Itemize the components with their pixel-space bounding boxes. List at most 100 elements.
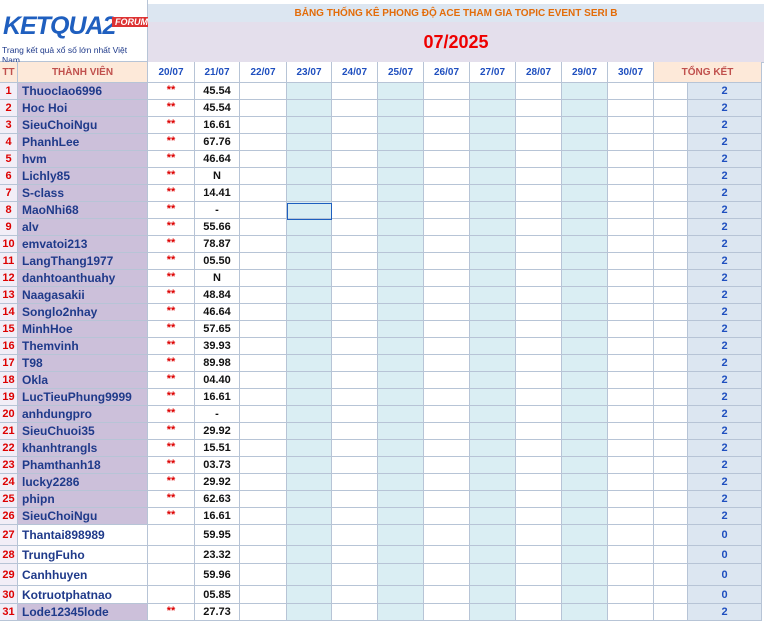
member-name: MinhHoe — [18, 321, 148, 338]
day-cell — [240, 525, 287, 546]
column-header: 24/07 — [332, 62, 378, 83]
column-header: 26/07 — [424, 62, 470, 83]
day-cell — [378, 525, 424, 546]
column-header: TỔNG KẾT — [654, 62, 762, 83]
spacer-cell — [654, 168, 688, 185]
column-header: 30/07 — [608, 62, 654, 83]
day-cell — [332, 83, 378, 100]
day-cell — [332, 151, 378, 168]
spacer-cell — [654, 253, 688, 270]
day-cell — [240, 338, 287, 355]
day-cell — [470, 389, 516, 406]
day-cell — [424, 457, 470, 474]
day-cell — [562, 389, 608, 406]
member-name: PhanhLee — [18, 134, 148, 151]
member-name: LangThang1977 — [18, 253, 148, 270]
day-cell — [470, 406, 516, 423]
day-cell — [470, 564, 516, 586]
day-cell — [287, 423, 332, 440]
day-cell: 48.84 — [195, 287, 240, 304]
day-cell — [287, 83, 332, 100]
member-name: Themvinh — [18, 338, 148, 355]
day-cell — [332, 355, 378, 372]
day-cell — [516, 406, 562, 423]
day-cell — [332, 564, 378, 586]
day-cell — [378, 321, 424, 338]
day-cell — [378, 168, 424, 185]
row-number: 22 — [0, 440, 18, 457]
day-cell — [240, 586, 287, 604]
day-cell — [470, 151, 516, 168]
total-cell: 0 — [688, 546, 762, 564]
day-cell: 16.61 — [195, 508, 240, 525]
day-cell — [332, 586, 378, 604]
day-cell — [287, 134, 332, 151]
row-number: 4 — [0, 134, 18, 151]
day-cell — [608, 440, 654, 457]
day-cell — [240, 219, 287, 236]
day-cell — [608, 287, 654, 304]
day-cell — [332, 406, 378, 423]
day-cell — [562, 338, 608, 355]
member-name: lucky2286 — [18, 474, 148, 491]
spacer-cell — [654, 389, 688, 406]
day-cell — [240, 321, 287, 338]
row-number: 20 — [0, 406, 18, 423]
member-name: danhtoanthuahy — [18, 270, 148, 287]
day-cell — [378, 202, 424, 219]
day-cell: ** — [148, 604, 195, 621]
day-cell — [378, 287, 424, 304]
member-name: SieuChuoi35 — [18, 423, 148, 440]
total-cell: 2 — [688, 100, 762, 117]
day-cell — [470, 100, 516, 117]
total-cell: 2 — [688, 604, 762, 621]
member-name: Okla — [18, 372, 148, 389]
day-cell — [470, 457, 516, 474]
day-cell: ** — [148, 270, 195, 287]
logo: KETQUA2 FORUM Trang kết quả xổ số lớn nh… — [0, 0, 151, 65]
day-cell — [562, 83, 608, 100]
day-cell — [608, 83, 654, 100]
day-cell — [562, 406, 608, 423]
total-cell: 0 — [688, 564, 762, 586]
day-cell — [516, 100, 562, 117]
day-cell — [287, 219, 332, 236]
row-number: 19 — [0, 389, 18, 406]
day-cell — [470, 546, 516, 564]
member-name: Phamthanh18 — [18, 457, 148, 474]
day-cell — [332, 253, 378, 270]
day-cell — [608, 372, 654, 389]
day-cell — [378, 185, 424, 202]
day-cell — [378, 564, 424, 586]
total-cell: 2 — [688, 321, 762, 338]
day-cell — [287, 491, 332, 508]
day-cell — [287, 586, 332, 604]
day-cell — [332, 338, 378, 355]
spacer-cell — [654, 491, 688, 508]
day-cell — [287, 321, 332, 338]
member-name: Canhhuyen — [18, 564, 148, 586]
spacer-cell — [654, 185, 688, 202]
day-cell — [562, 457, 608, 474]
row-number: 12 — [0, 270, 18, 287]
day-cell — [516, 287, 562, 304]
day-cell — [562, 287, 608, 304]
day-cell: ** — [148, 406, 195, 423]
day-cell — [240, 372, 287, 389]
logo-tagline: Trang kết quả xổ số lớn nhất Việt Nam — [2, 45, 128, 65]
day-cell — [608, 338, 654, 355]
column-header: 25/07 — [378, 62, 424, 83]
day-cell — [424, 525, 470, 546]
column-header: 20/07 — [148, 62, 195, 83]
day-cell — [287, 389, 332, 406]
row-number: 28 — [0, 546, 18, 564]
row-number: 27 — [0, 525, 18, 546]
row-number: 14 — [0, 304, 18, 321]
day-cell: ** — [148, 338, 195, 355]
total-cell: 2 — [688, 423, 762, 440]
day-cell — [378, 253, 424, 270]
day-cell — [470, 219, 516, 236]
selected-cell — [287, 203, 332, 220]
column-header: 23/07 — [287, 62, 332, 83]
day-cell — [424, 586, 470, 604]
